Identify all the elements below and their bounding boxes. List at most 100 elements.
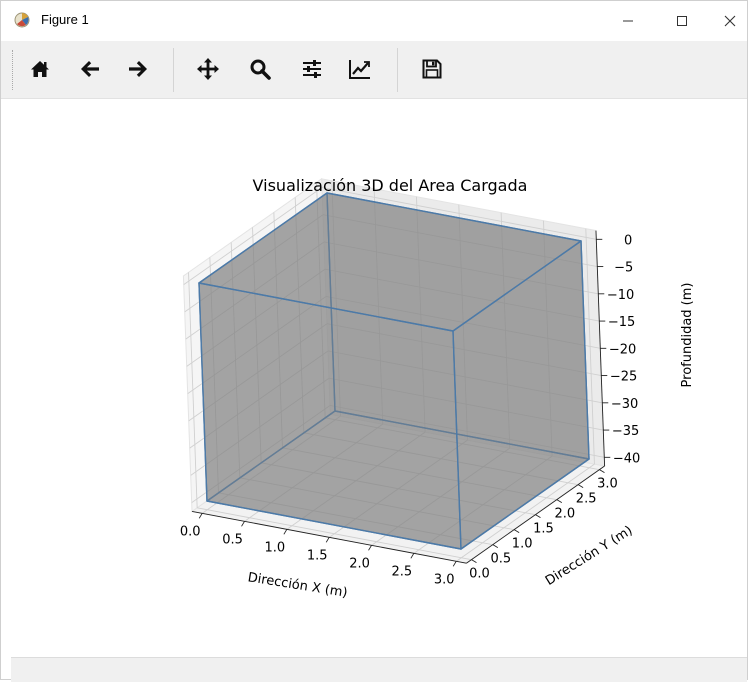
x-tick-label: 0.0 bbox=[180, 524, 201, 539]
grid-line bbox=[188, 323, 328, 422]
z-tick-label: −40 bbox=[613, 451, 640, 466]
z-axis-label: Profundidad (m) bbox=[680, 283, 695, 388]
grid-line bbox=[325, 417, 600, 471]
x-tick-label: 2.5 bbox=[392, 564, 413, 579]
box-front-faces bbox=[198, 192, 590, 550]
box-top-face bbox=[198, 192, 582, 332]
y-tick bbox=[492, 544, 499, 549]
edit-axis-button[interactable] bbox=[341, 50, 379, 88]
y-tick bbox=[471, 559, 477, 564]
grid-line bbox=[197, 507, 472, 561]
magnifier-icon bbox=[250, 59, 271, 80]
y-tick-label: 2.5 bbox=[576, 492, 597, 507]
grid-line bbox=[261, 462, 536, 516]
minimize-icon bbox=[623, 20, 633, 22]
z-tick-label: −25 bbox=[610, 370, 637, 385]
x-tick bbox=[325, 537, 330, 543]
y-tick-label: 1.0 bbox=[512, 537, 533, 552]
maximize-button[interactable] bbox=[659, 1, 705, 41]
toolbar-separator bbox=[397, 48, 398, 92]
y-tick-label: 3.0 bbox=[597, 477, 618, 492]
pan-button[interactable] bbox=[189, 50, 227, 88]
grid-line bbox=[189, 350, 329, 449]
x-tick bbox=[198, 513, 203, 519]
z-tick-label: −10 bbox=[607, 288, 634, 303]
grid-line bbox=[329, 405, 605, 458]
y-axis-label: Dirección Y (m) bbox=[543, 523, 636, 589]
grid-line bbox=[282, 447, 557, 501]
grid-line bbox=[186, 268, 326, 367]
status-bar bbox=[11, 657, 747, 682]
grid-line bbox=[322, 214, 598, 268]
x-tick-label: 2.0 bbox=[349, 556, 370, 571]
grid-line bbox=[184, 214, 324, 313]
maximize-icon bbox=[677, 16, 687, 26]
grid-line bbox=[325, 296, 601, 349]
y-tick bbox=[577, 484, 584, 489]
x-tick-label: 3.0 bbox=[434, 572, 455, 587]
y-tick-label: 1.5 bbox=[533, 522, 554, 537]
x-tick bbox=[368, 545, 372, 551]
x-axis-label: Dirección X (m) bbox=[247, 570, 349, 601]
grid-line bbox=[185, 241, 325, 340]
grid-line bbox=[183, 187, 323, 286]
x-tick-label: 0.5 bbox=[222, 532, 243, 547]
y-tick bbox=[556, 499, 563, 504]
z-tick-label: −35 bbox=[612, 424, 639, 439]
app-icon bbox=[14, 12, 30, 28]
arrow-right-icon bbox=[129, 61, 147, 77]
chart-title: Visualización 3D del Area Cargada bbox=[253, 176, 528, 195]
plot-3d[interactable]: 0.00.51.01.52.02.53.0 0.00.51.01.52.02.53… bbox=[1, 99, 747, 655]
move-icon bbox=[197, 58, 219, 80]
grid-line bbox=[303, 432, 579, 486]
axes-grid bbox=[183, 180, 605, 562]
back-button[interactable] bbox=[71, 50, 109, 88]
z-tick-label: −20 bbox=[609, 342, 636, 357]
close-icon bbox=[724, 15, 736, 27]
floppy-disk-icon bbox=[422, 59, 442, 79]
y-tick bbox=[535, 514, 541, 519]
toolbar-grip[interactable] bbox=[12, 50, 16, 90]
grid-line bbox=[321, 187, 597, 240]
y-tick bbox=[513, 529, 520, 534]
home-icon bbox=[31, 61, 49, 77]
zoom-button[interactable] bbox=[241, 50, 279, 88]
y-tick bbox=[599, 469, 605, 474]
window-title: Figure 1 bbox=[41, 12, 89, 27]
subplots-button[interactable] bbox=[293, 50, 331, 88]
save-button[interactable] bbox=[413, 50, 451, 88]
x-tick bbox=[283, 529, 288, 535]
y-tick-label: 0.0 bbox=[469, 567, 490, 582]
z-tick-label: −15 bbox=[608, 315, 635, 330]
z-tick-label: 0 bbox=[624, 233, 632, 248]
x-tick bbox=[410, 553, 415, 559]
z-tick-label: −30 bbox=[611, 397, 638, 412]
grid-line bbox=[323, 241, 599, 295]
tick-marks: 0.00.51.01.52.02.53.0 0.00.51.01.52.02.53… bbox=[180, 233, 640, 587]
x-tick bbox=[241, 521, 245, 527]
y-tick-label: 0.5 bbox=[490, 552, 511, 567]
arrow-left-icon bbox=[81, 61, 99, 77]
figure-canvas[interactable]: 0.0 0.5 1.0 1.5 2.0 2.5 3.0 0.0 0.5 1.0 1.5 2.0 2.5 3… bbox=[1, 99, 747, 655]
x-tick-label: 1.0 bbox=[265, 540, 286, 555]
sliders-icon bbox=[303, 60, 321, 78]
y-tick-label: 2.0 bbox=[554, 507, 575, 522]
forward-button[interactable] bbox=[119, 50, 157, 88]
grid-line bbox=[187, 296, 327, 395]
box-back-faces bbox=[198, 192, 590, 550]
grid-line bbox=[327, 350, 603, 404]
grid-line bbox=[328, 377, 604, 431]
x-tick bbox=[452, 561, 457, 567]
minimize-button[interactable] bbox=[605, 1, 651, 41]
grid-line bbox=[324, 268, 600, 322]
title-bar[interactable]: Figure 1 bbox=[1, 1, 747, 42]
line-chart-icon bbox=[349, 60, 370, 79]
close-button[interactable] bbox=[707, 1, 748, 41]
z-tick-label: −5 bbox=[614, 261, 633, 276]
x-tick-label: 1.5 bbox=[307, 548, 328, 563]
home-button[interactable] bbox=[21, 50, 59, 88]
grid-line bbox=[191, 405, 331, 504]
grid-line bbox=[239, 477, 515, 531]
grid-line bbox=[190, 377, 330, 476]
